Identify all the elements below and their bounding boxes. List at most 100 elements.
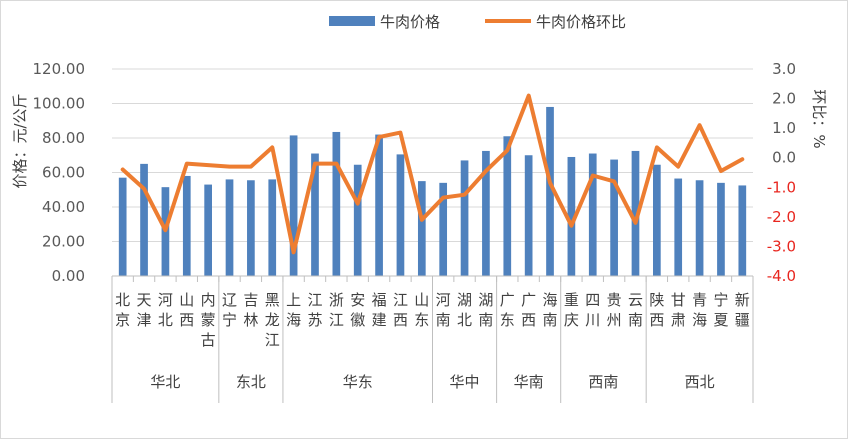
category-label: 黑 (265, 291, 280, 309)
category-label: 徽 (350, 311, 365, 329)
category-label: 东 (414, 311, 429, 329)
category-label: 宁 (713, 291, 728, 309)
category-label: 西 (393, 311, 408, 329)
bar-甘肃 (674, 179, 682, 276)
bar-黑龙江 (268, 179, 276, 276)
line-series (123, 96, 743, 253)
bar-新疆 (738, 185, 746, 276)
bar-宁夏 (717, 183, 725, 276)
category-label: 山 (179, 291, 194, 309)
category-label: 吉 (243, 291, 258, 309)
category-label: 河 (436, 291, 451, 309)
bar-辽宁 (226, 179, 234, 276)
left-tick-label: 80.00 (42, 129, 85, 147)
category-label: 江 (307, 291, 322, 309)
category-label: 南 (628, 311, 643, 329)
bar-series (119, 107, 746, 276)
category-label: 上 (286, 291, 301, 309)
category-label: 东 (500, 311, 515, 329)
category-label: 海 (543, 291, 558, 309)
category-label: 西 (521, 311, 536, 329)
category-label: 南 (543, 311, 558, 329)
category-label: 宁 (222, 311, 237, 329)
bar-江西 (397, 154, 405, 276)
bar-四川 (589, 154, 597, 276)
category-label: 江 (329, 311, 344, 329)
region-label: 东北 (236, 373, 266, 391)
line-mom-change (123, 96, 743, 253)
category-label: 天 (137, 291, 152, 309)
right-axis-ticks: 3.02.01.00.0-1.0-2.0-3.0-4.0 (767, 60, 796, 285)
bar-吉林 (247, 180, 255, 276)
category-label: 福 (372, 291, 387, 309)
right-tick-label: -2.0 (767, 208, 796, 226)
category-label: 山 (414, 291, 429, 309)
right-tick-label: -3.0 (767, 237, 796, 255)
category-label: 西 (179, 311, 194, 329)
region-label: 西北 (685, 373, 715, 391)
bar-安徽 (354, 165, 362, 276)
region-label: 华东 (343, 373, 373, 391)
right-axis-title: 环比：% (810, 89, 828, 148)
category-label: 津 (137, 311, 152, 329)
bar-广东 (503, 136, 511, 276)
category-label: 广 (521, 291, 536, 309)
left-tick-label: 100.00 (33, 95, 86, 113)
category-label: 京 (115, 311, 130, 329)
category-label: 疆 (735, 311, 750, 329)
right-tick-label: -1.0 (767, 178, 796, 196)
category-label: 州 (607, 311, 622, 329)
category-label: 安 (350, 291, 365, 309)
category-label: 南 (436, 311, 451, 329)
bar-福建 (375, 135, 383, 276)
category-label: 海 (286, 311, 301, 329)
category-label: 贵 (607, 291, 622, 309)
legend-swatch-price (329, 16, 375, 26)
right-tick-label: 0.0 (772, 149, 796, 167)
category-label: 建 (372, 311, 387, 329)
legend-label-price: 牛肉价格 (380, 13, 440, 31)
category-label: 南 (478, 311, 493, 329)
right-tick-label: -4.0 (767, 267, 796, 285)
category-label: 甘 (671, 291, 686, 309)
category-label: 江 (265, 331, 280, 349)
category-label: 湖 (457, 291, 472, 309)
category-label: 浙 (329, 291, 344, 309)
left-tick-label: 120.00 (33, 60, 86, 78)
left-tick-label: 20.00 (42, 233, 85, 251)
bar-青海 (696, 180, 704, 276)
category-label: 川 (585, 311, 600, 329)
bar-浙江 (333, 132, 341, 276)
category-label: 河 (158, 291, 173, 309)
category-label: 新 (735, 291, 750, 309)
category-label: 陕 (649, 291, 664, 309)
category-label: 北 (158, 311, 173, 329)
bar-广西 (525, 155, 533, 276)
category-label: 蒙 (201, 311, 216, 329)
category-label: 林 (243, 311, 258, 329)
category-label: 青 (692, 291, 707, 309)
left-tick-label: 40.00 (42, 198, 85, 216)
category-label: 内 (201, 291, 216, 309)
category-label: 庆 (564, 311, 579, 329)
category-label: 苏 (307, 311, 322, 329)
legend: 牛肉价格 牛肉价格环比 (329, 13, 626, 31)
bar-内蒙古 (204, 185, 212, 276)
category-label: 广 (500, 291, 515, 309)
region-label: 华南 (514, 373, 544, 391)
region-label: 西南 (588, 373, 618, 391)
bar-山东 (418, 181, 426, 276)
category-label: 夏 (713, 311, 728, 329)
left-tick-label: 60.00 (42, 164, 85, 182)
bar-天津 (140, 164, 148, 276)
bar-湖北 (461, 160, 469, 276)
legend-label-mom: 牛肉价格环比 (536, 13, 626, 31)
bar-上海 (290, 135, 298, 276)
category-label: 四 (585, 291, 600, 309)
category-label: 重 (564, 291, 579, 309)
right-tick-label: 1.0 (772, 119, 796, 137)
right-tick-label: 2.0 (772, 90, 796, 108)
